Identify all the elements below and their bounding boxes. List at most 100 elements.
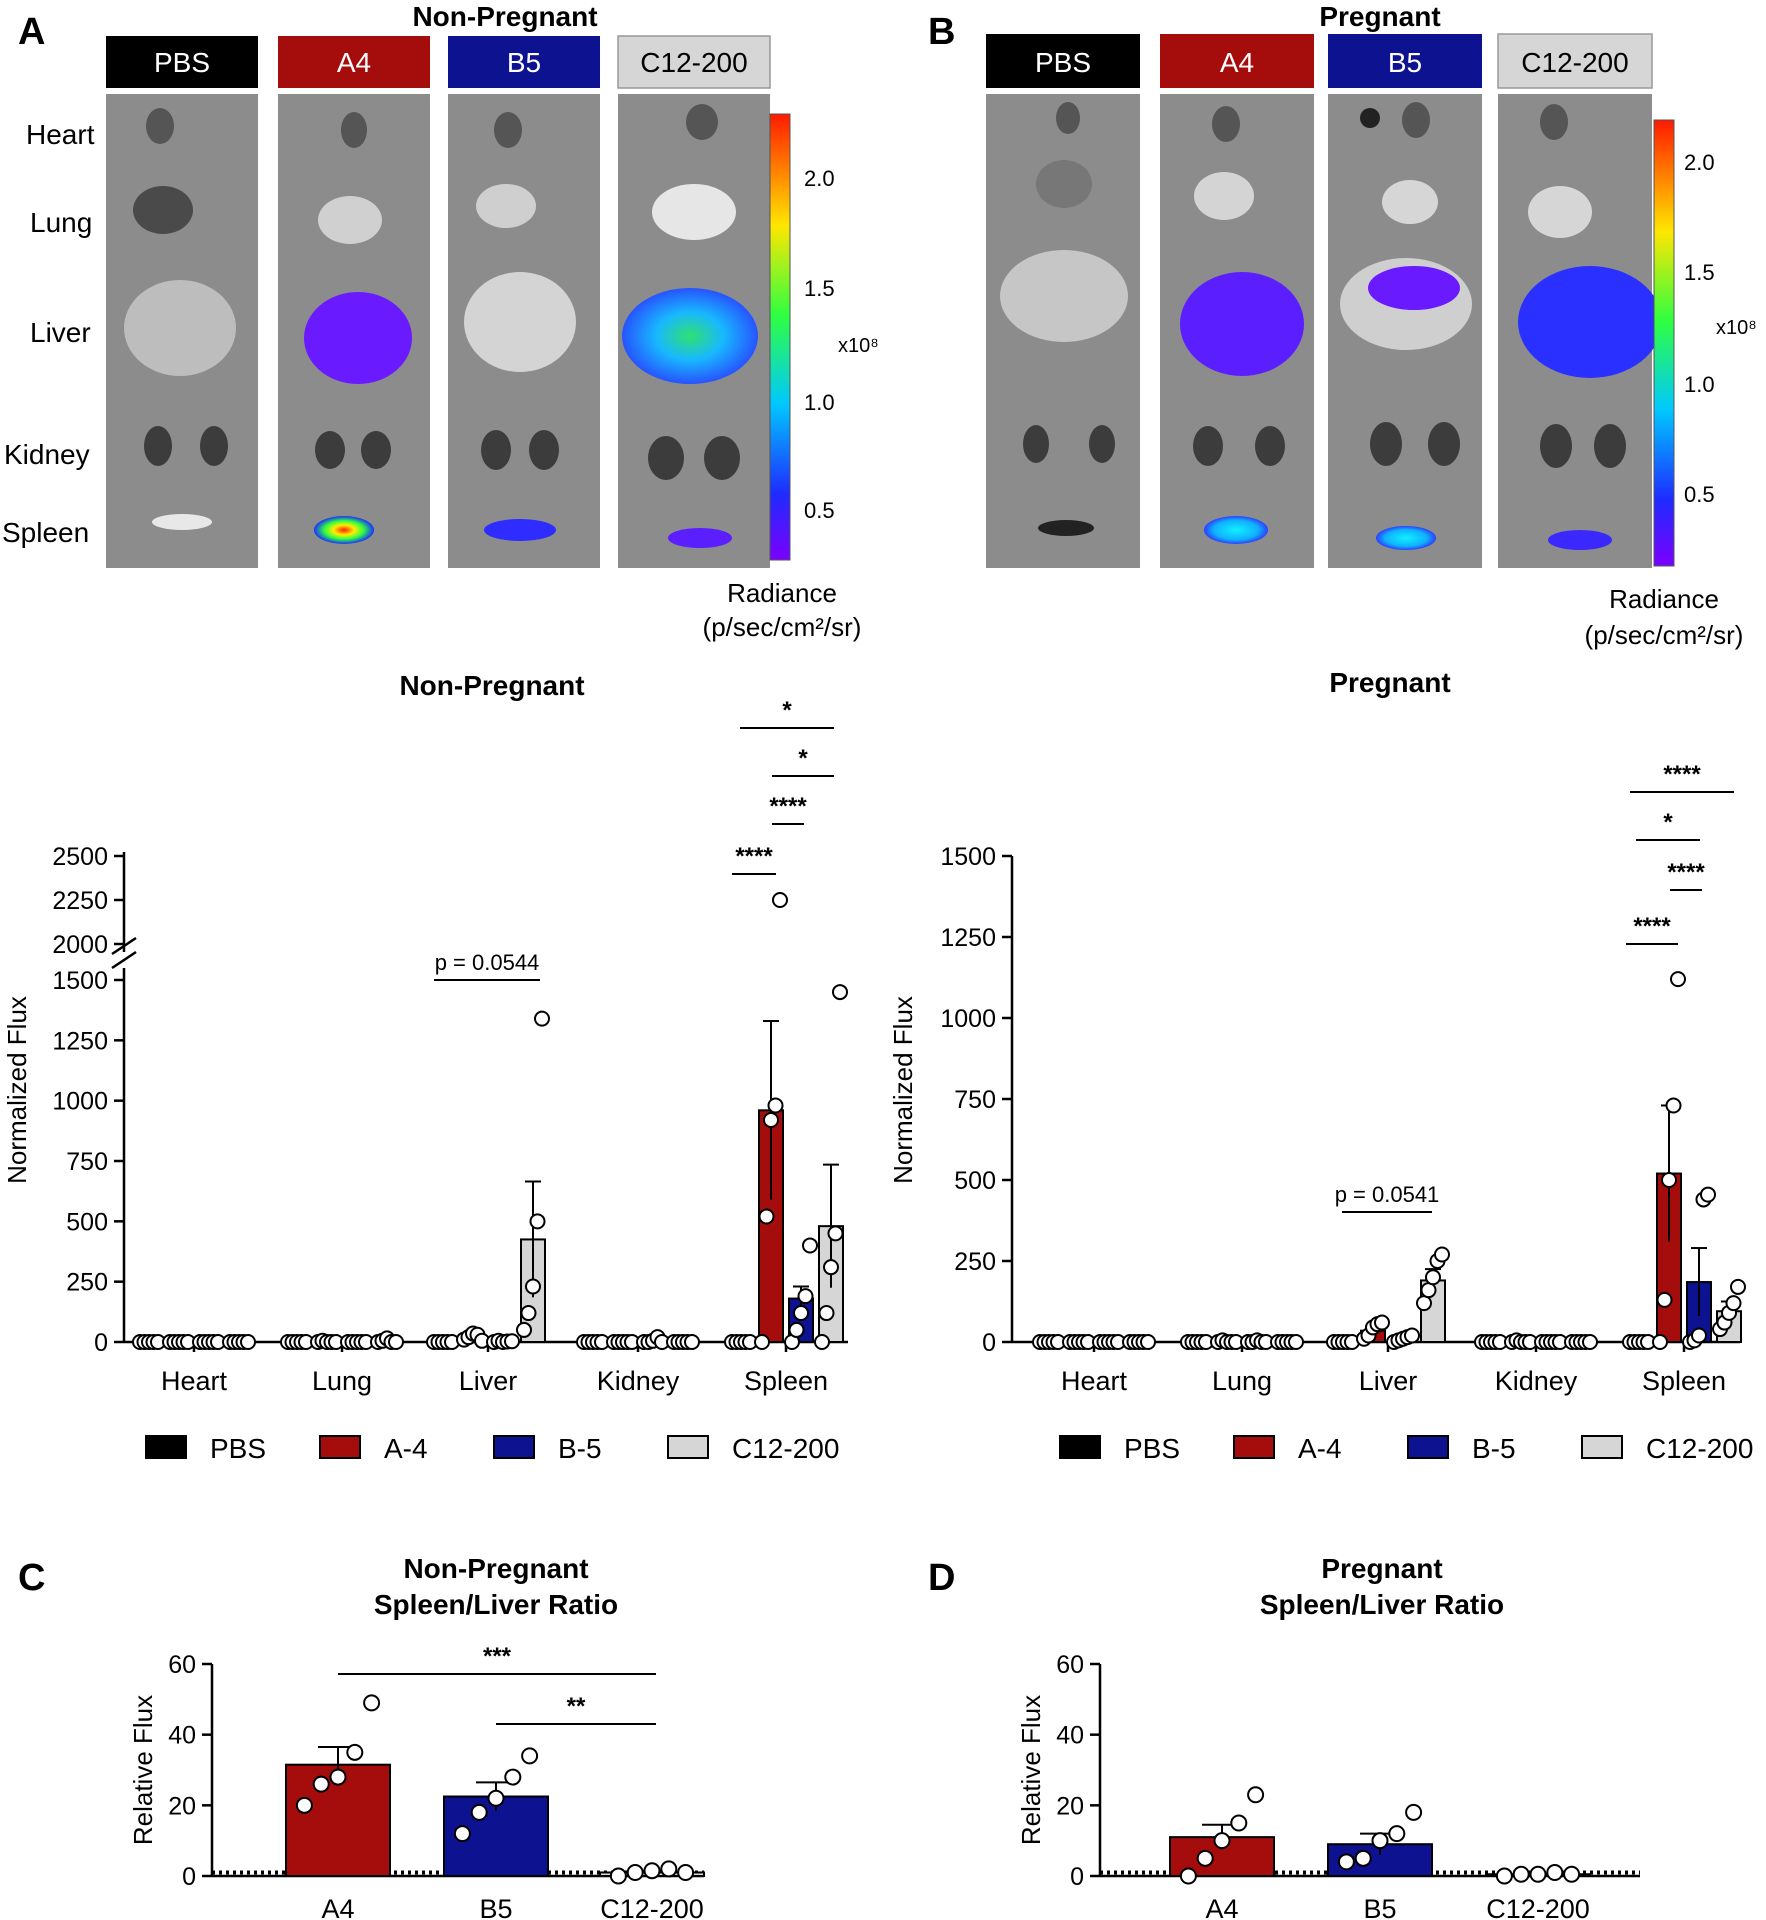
- header-a4-label: A4: [1220, 47, 1254, 78]
- organ-lung: [1528, 186, 1592, 238]
- radiance-tick: 1.5: [804, 276, 835, 301]
- x-tick-label: Heart: [1061, 1366, 1128, 1396]
- header-c12-label: C12-200: [640, 47, 747, 78]
- organ-kidney: [1594, 424, 1626, 468]
- y-tick-label: 1000: [52, 1088, 108, 1116]
- panel-a-organ-labels: Heart Lung Liver Kidney Spleen: [2, 119, 95, 548]
- data-point: [295, 1796, 313, 1814]
- organ-lung: [476, 184, 536, 228]
- y-tick-label: 2250: [52, 887, 108, 915]
- legend-label: PBS: [1124, 1433, 1180, 1464]
- radiance-tick: 2.0: [1684, 150, 1715, 175]
- data-point: [684, 1334, 700, 1350]
- data-point: [1730, 1278, 1746, 1295]
- header-pbs-label: PBS: [154, 47, 210, 78]
- chart-title: Pregnant: [1321, 1553, 1442, 1584]
- radiance-tick: 0.5: [1684, 482, 1715, 507]
- radiance-tick: 1.0: [1684, 372, 1715, 397]
- organ-lung: [1382, 180, 1438, 224]
- data-point: [1495, 1867, 1513, 1885]
- y-tick-label: 500: [954, 1167, 996, 1195]
- data-point: [626, 1863, 644, 1881]
- organ-lung: [1194, 172, 1254, 220]
- data-point: [521, 1747, 539, 1765]
- data-point: [1179, 1867, 1197, 1885]
- legend-label: A-4: [384, 1433, 428, 1464]
- y-tick-label: 0: [982, 1329, 996, 1357]
- data-point: [758, 1208, 775, 1225]
- y-tick-label: 2000: [52, 931, 108, 959]
- organ-lung: [318, 196, 382, 244]
- panel-b-letter: B: [928, 11, 955, 53]
- data-point: [818, 1305, 835, 1322]
- organ-label-kidney: Kidney: [4, 439, 90, 470]
- x-tick-label: Lung: [312, 1366, 372, 1396]
- panel-a-title: Non-Pregnant: [412, 1, 597, 32]
- panel-a-group-headers: PBS A4 B5 C12-200: [106, 35, 771, 89]
- radiance-tick: 1.0: [804, 390, 835, 415]
- panel-b-title: Pregnant: [1319, 1, 1440, 32]
- axis-break-mark: [111, 950, 137, 970]
- data-point: [346, 1743, 364, 1761]
- data-point: [793, 1305, 809, 1322]
- x-tick-label: Lung: [1212, 1366, 1272, 1396]
- y-tick-label: 750: [66, 1148, 108, 1176]
- y-tick-label: 250: [66, 1269, 108, 1297]
- organ-kidney: [1255, 426, 1285, 466]
- x-tick-label: Liver: [1359, 1366, 1418, 1396]
- data-point: [1140, 1334, 1156, 1350]
- organ-spleen-signal: [1548, 530, 1612, 550]
- significance-label: ****: [1667, 859, 1705, 886]
- legend-swatch: [1059, 1435, 1101, 1459]
- data-point: [1374, 1314, 1390, 1331]
- x-tick-label: Heart: [161, 1366, 228, 1396]
- legend-label: B-5: [558, 1433, 602, 1464]
- data-point: [1404, 1327, 1420, 1344]
- data-point: [1416, 1295, 1432, 1312]
- data-point: [767, 1097, 784, 1114]
- y-tick-label: 0: [1070, 1863, 1084, 1891]
- data-point: [1337, 1853, 1355, 1871]
- data-point: [1700, 1186, 1716, 1203]
- chart-title: Non-Pregnant: [403, 1553, 588, 1584]
- panel-b-group-headers: PBS A4 B5 C12-200: [986, 33, 1653, 89]
- y-axis-label: Relative Flux: [1016, 1695, 1046, 1845]
- data-point: [823, 1259, 839, 1276]
- data-point: [1354, 1849, 1372, 1867]
- x-tick-label: A4: [321, 1894, 354, 1920]
- data-point: [832, 984, 848, 1001]
- chart-subtitle: Spleen/Liver Ratio: [374, 1589, 618, 1620]
- panel-a-letter: A: [18, 11, 45, 53]
- data-point: [1512, 1865, 1530, 1883]
- chart-pregnant-ratio: Pregnant Spleen/Liver Ratio Relative Flux 0…: [1016, 1553, 1640, 1920]
- legend-swatch: [493, 1435, 535, 1459]
- data-point: [1656, 1291, 1673, 1308]
- panel-d-letter: D: [928, 1557, 955, 1599]
- legend-label: C12-200: [732, 1433, 839, 1464]
- data-point: [504, 1768, 522, 1786]
- organ-heart: [341, 112, 367, 148]
- radiance-unit: (p/sec/cm²/sr): [703, 612, 862, 642]
- header-a4: [278, 36, 430, 88]
- header-b5: [448, 36, 600, 88]
- legend-label: C12-200: [1646, 1433, 1753, 1464]
- legend-label: B-5: [1472, 1433, 1516, 1464]
- data-point: [1425, 1269, 1441, 1286]
- y-tick-label: 60: [168, 1651, 196, 1679]
- panel-b-radiance-scale: 2.0 1.5 1.0 0.5 x10⁸ Radiance (p/sec/cm²…: [1585, 119, 1757, 650]
- organ-kidney: [1370, 422, 1402, 466]
- data-point: [363, 1694, 381, 1712]
- y-tick-label: 40: [1056, 1722, 1084, 1750]
- legend-label: PBS: [210, 1433, 266, 1464]
- legend-label: A-4: [1298, 1433, 1342, 1464]
- header-a4: [1160, 34, 1314, 88]
- header-c12: [1497, 33, 1653, 89]
- organ-heart: [686, 104, 718, 140]
- significance-label: ****: [1663, 761, 1701, 788]
- data-point: [329, 1768, 347, 1786]
- y-tick-label: 40: [168, 1722, 196, 1750]
- header-c12-label: C12-200: [1521, 47, 1628, 78]
- organ-kidney: [200, 426, 228, 466]
- x-tick-label: A4: [1205, 1894, 1238, 1920]
